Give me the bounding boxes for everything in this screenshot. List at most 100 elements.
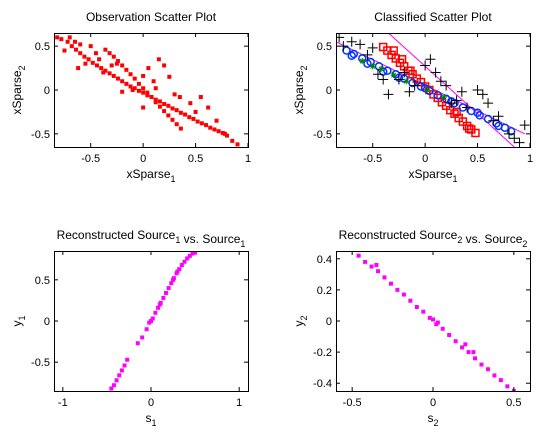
data-point <box>128 72 133 77</box>
y-tick-label: -0.5 <box>31 357 50 369</box>
data-point <box>163 291 168 295</box>
data-point <box>177 95 182 100</box>
data-point-circle <box>349 49 359 59</box>
data-point <box>88 44 93 49</box>
data-point <box>153 310 158 315</box>
data-point <box>86 57 91 62</box>
data-point-plus <box>378 74 389 85</box>
plot-data-layer <box>55 35 240 147</box>
data-point <box>145 93 150 98</box>
data-point <box>125 357 130 362</box>
data-point <box>447 333 452 337</box>
y-axis-label: xSparse2 <box>10 65 27 114</box>
y-axis-label-text: xSparse <box>292 70 306 114</box>
x-axis-label-subscript: 1 <box>453 174 458 184</box>
data-point <box>505 384 510 389</box>
data-point <box>153 86 158 91</box>
data-point-asterisk <box>378 65 385 72</box>
data-point-plus <box>367 42 378 53</box>
plot-data-layer <box>350 251 516 391</box>
data-point <box>492 373 497 378</box>
data-point-plus <box>355 39 366 50</box>
data-point <box>141 73 146 78</box>
data-point <box>212 127 217 132</box>
data-point-square <box>406 66 415 75</box>
y-tick-label: 0 <box>44 316 50 328</box>
data-point <box>94 63 99 68</box>
data-point <box>170 117 175 122</box>
chart-title: Reconstructed Source2 vs. Source2 <box>339 228 528 249</box>
data-point <box>76 66 81 71</box>
data-point <box>220 130 225 135</box>
data-point <box>90 60 95 65</box>
x-tick-label: 0.5 <box>188 153 203 165</box>
data-point <box>114 378 119 383</box>
data-point <box>93 51 98 56</box>
data-point-plus <box>504 128 515 139</box>
data-point <box>99 66 104 71</box>
data-point <box>191 116 196 121</box>
data-point <box>376 269 381 274</box>
plot-observation: -0.5 0 0.5 1 0.5 0 -0.5 Observation Scatter Plo… <box>10 10 251 184</box>
data-point <box>156 305 161 310</box>
x-axis-label: xSparse1 <box>126 167 175 184</box>
data-point <box>136 81 141 86</box>
data-point <box>216 129 221 134</box>
data-point-plus <box>425 54 436 65</box>
chart-title-text: Observation Scatter Plot <box>86 10 217 24</box>
data-point-square <box>397 55 407 64</box>
data-point <box>193 251 198 255</box>
data-point <box>162 63 167 68</box>
data-point <box>166 113 171 118</box>
x-tick-label: -1 <box>58 397 68 409</box>
data-point-plus <box>514 137 525 147</box>
data-point <box>401 292 406 297</box>
data-point <box>135 341 140 346</box>
data-point <box>463 342 468 347</box>
chart-title-subscript: 1 <box>175 235 180 245</box>
data-point-plus <box>493 111 504 122</box>
data-point-circle <box>483 114 493 124</box>
data-point <box>132 86 137 91</box>
chart-title: Classified Scatter Plot <box>374 10 492 24</box>
chart-title-text: vs. Source <box>462 232 522 246</box>
data-point-circle <box>416 82 426 91</box>
data-point <box>485 367 490 372</box>
data-point-circle <box>408 78 417 88</box>
data-point <box>74 47 79 52</box>
data-point <box>414 305 419 309</box>
data-point <box>230 138 235 143</box>
data-point <box>170 106 175 111</box>
data-point <box>124 81 129 86</box>
data-point <box>421 309 426 314</box>
data-point-plus <box>435 76 446 87</box>
data-point <box>59 37 64 42</box>
data-point <box>144 327 149 332</box>
data-point <box>62 48 67 53</box>
data-point <box>111 54 116 59</box>
data-point <box>198 95 203 100</box>
y-axis-label-subscript: 1 <box>17 315 27 320</box>
data-point <box>356 253 361 258</box>
chart-title-subscript: 2 <box>457 235 462 245</box>
data-point <box>350 251 355 252</box>
data-point <box>162 102 167 107</box>
data-point-asterisk <box>424 87 431 93</box>
data-point-circle <box>494 121 503 131</box>
data-point <box>187 253 192 258</box>
data-point-asterisk <box>390 72 397 79</box>
data-point <box>69 44 74 49</box>
data-point-plus <box>420 60 431 71</box>
data-point <box>225 133 230 138</box>
x-tick-label: 1 <box>527 153 533 165</box>
data-point <box>473 356 478 361</box>
y-tick-label: 0 <box>44 85 50 97</box>
data-point-plus <box>456 86 467 97</box>
data-point <box>182 259 187 264</box>
chart-title-text: Reconstructed Source <box>339 228 458 242</box>
data-point <box>67 35 72 40</box>
data-point <box>115 59 120 64</box>
data-point <box>388 281 393 286</box>
data-point <box>132 76 137 81</box>
data-point <box>78 42 83 47</box>
